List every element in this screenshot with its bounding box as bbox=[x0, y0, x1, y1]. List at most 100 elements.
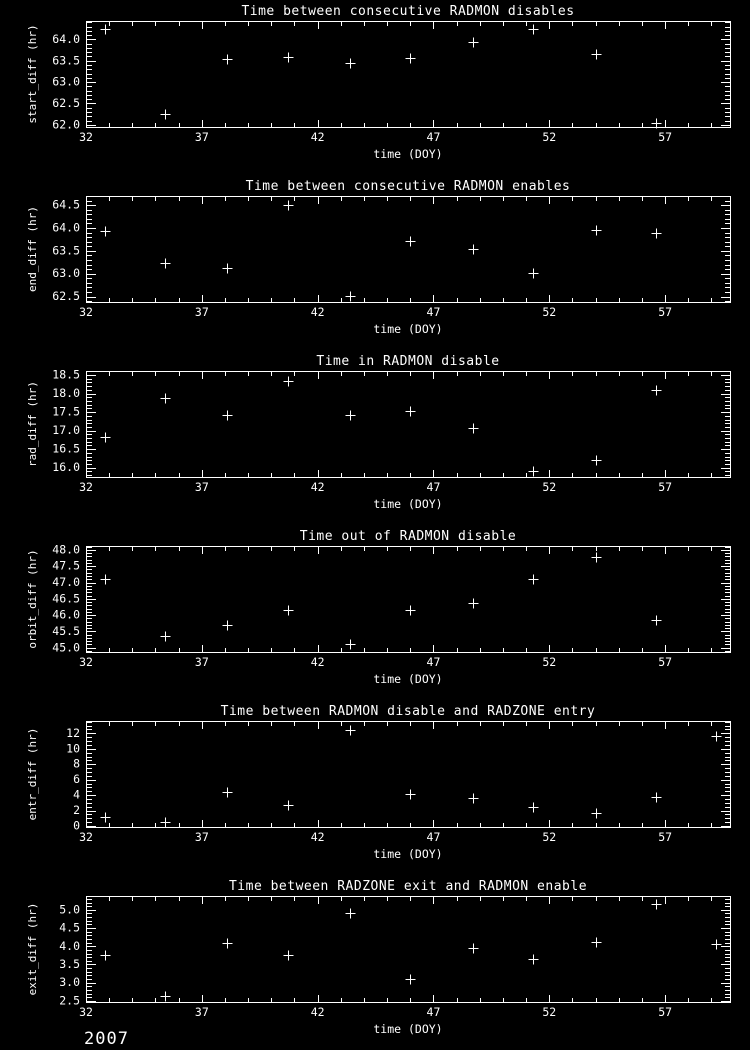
subplot-2: Time in RADMON disable 32 37 42 47 52 57 16.0 16… bbox=[26, 354, 731, 511]
x-tick-label: 37 bbox=[195, 305, 209, 319]
x-tick-label: 32 bbox=[79, 130, 93, 144]
axis-box bbox=[86, 21, 731, 128]
plot-title: Time in RADMON disable bbox=[316, 354, 499, 369]
x-tick-label: 52 bbox=[542, 830, 556, 844]
plot-title: Time between consecutive RADMON enables bbox=[246, 179, 571, 194]
y-tick-label: 5.0 bbox=[59, 902, 80, 916]
x-axis-label: time (DOY) bbox=[373, 847, 442, 861]
x-tick-label: 47 bbox=[427, 655, 441, 669]
plot-title: Time between consecutive RADMON disables bbox=[241, 4, 574, 19]
y-tick-label: 18.0 bbox=[52, 386, 80, 400]
y-tick-label: 2.5 bbox=[59, 993, 80, 1007]
y-tick-label: 3.5 bbox=[59, 957, 80, 971]
x-tick-label: 42 bbox=[311, 1005, 325, 1019]
y-axis-label: entr_diff (hr) bbox=[26, 728, 39, 821]
x-tick-label: 52 bbox=[542, 130, 556, 144]
data-points bbox=[100, 552, 662, 650]
y-tick-label: 45.0 bbox=[52, 640, 80, 654]
y-tick-label: 6 bbox=[73, 772, 80, 786]
subplot-0: Time between consecutive RADMON disables… bbox=[26, 4, 731, 161]
y-tick-label: 46.0 bbox=[52, 608, 80, 622]
x-tick-label: 32 bbox=[79, 480, 93, 494]
x-tick-label: 42 bbox=[311, 480, 325, 494]
x-tick-label: 32 bbox=[79, 305, 93, 319]
y-tick-label: 62.5 bbox=[52, 289, 80, 303]
y-tick-label: 62.5 bbox=[52, 96, 80, 110]
axis-box bbox=[86, 196, 731, 303]
x-axis-label: time (DOY) bbox=[373, 672, 442, 686]
y-tick-label: 64.0 bbox=[52, 32, 80, 46]
subplot-1: Time between consecutive RADMON enables 3… bbox=[26, 179, 731, 336]
x-tick-label: 37 bbox=[195, 830, 209, 844]
data-points bbox=[100, 899, 722, 1002]
y-tick-label: 0 bbox=[73, 818, 80, 832]
year-label: 2007 bbox=[84, 1029, 129, 1049]
x-tick-label: 57 bbox=[658, 655, 672, 669]
y-tick-label: 64.0 bbox=[52, 220, 80, 234]
y-tick-label: 2 bbox=[73, 803, 80, 817]
x-axis-label: time (DOY) bbox=[373, 147, 442, 161]
x-tick-label: 32 bbox=[79, 830, 93, 844]
x-tick-label: 42 bbox=[311, 830, 325, 844]
y-axis-label: rad_diff (hr) bbox=[26, 381, 39, 467]
y-tick-label: 18.5 bbox=[52, 368, 80, 382]
x-tick-label: 57 bbox=[658, 130, 672, 144]
data-points bbox=[100, 24, 662, 129]
y-tick-label: 4.5 bbox=[59, 921, 80, 935]
plot-title: Time out of RADMON disable bbox=[300, 529, 517, 544]
y-axis-label: end_diff (hr) bbox=[26, 206, 39, 292]
y-tick-label: 16.5 bbox=[52, 442, 80, 456]
x-tick-label: 57 bbox=[658, 305, 672, 319]
plot-title: Time between RADMON disable and RADZONE … bbox=[221, 704, 596, 719]
y-tick-label: 4 bbox=[73, 788, 80, 802]
data-points bbox=[100, 200, 662, 302]
y-tick-label: 3.0 bbox=[59, 975, 80, 989]
y-tick-label: 17.5 bbox=[52, 405, 80, 419]
y-axis-label: start_diff (hr) bbox=[26, 24, 39, 123]
x-tick-label: 47 bbox=[427, 480, 441, 494]
x-tick-label: 47 bbox=[427, 1005, 441, 1019]
subplot-5: Time between RADZONE exit and RADMON ena… bbox=[26, 879, 731, 1036]
y-tick-label: 63.5 bbox=[52, 53, 80, 67]
x-tick-label: 37 bbox=[195, 1005, 209, 1019]
x-tick-label: 32 bbox=[79, 655, 93, 669]
data-points bbox=[100, 376, 662, 477]
axis-box bbox=[86, 371, 731, 478]
x-tick-label: 57 bbox=[658, 830, 672, 844]
x-tick-label: 42 bbox=[311, 130, 325, 144]
x-tick-label: 52 bbox=[542, 305, 556, 319]
x-tick-label: 52 bbox=[542, 1005, 556, 1019]
y-tick-label: 63.0 bbox=[52, 75, 80, 89]
y-tick-label: 45.5 bbox=[52, 624, 80, 638]
plot-title: Time between RADZONE exit and RADMON ena… bbox=[229, 879, 587, 894]
x-tick-label: 47 bbox=[427, 130, 441, 144]
y-tick-label: 47.5 bbox=[52, 559, 80, 573]
x-tick-label: 57 bbox=[658, 480, 672, 494]
y-tick-label: 17.0 bbox=[52, 423, 80, 437]
y-tick-label: 48.0 bbox=[52, 542, 80, 556]
x-tick-label: 42 bbox=[311, 305, 325, 319]
subplot-4: Time between RADMON disable and RADZONE … bbox=[26, 704, 731, 861]
subplot-3: Time out of RADMON disable 32 37 42 47 52 57 45… bbox=[26, 529, 731, 686]
y-tick-label: 64.5 bbox=[52, 198, 80, 212]
x-tick-label: 37 bbox=[195, 130, 209, 144]
x-tick-label: 37 bbox=[195, 480, 209, 494]
y-tick-label: 47.0 bbox=[52, 575, 80, 589]
x-tick-label: 42 bbox=[311, 655, 325, 669]
y-tick-label: 62.0 bbox=[52, 117, 80, 131]
x-tick-label: 47 bbox=[427, 830, 441, 844]
axis-box bbox=[86, 721, 731, 828]
x-tick-label: 52 bbox=[542, 655, 556, 669]
y-tick-label: 63.0 bbox=[52, 266, 80, 280]
axis-box bbox=[86, 546, 731, 653]
y-tick-label: 63.5 bbox=[52, 243, 80, 257]
y-tick-label: 46.5 bbox=[52, 591, 80, 605]
x-axis-label: time (DOY) bbox=[373, 1022, 442, 1036]
x-axis-label: time (DOY) bbox=[373, 322, 442, 336]
y-tick-label: 8 bbox=[73, 757, 80, 771]
x-tick-label: 32 bbox=[79, 1005, 93, 1019]
y-tick-label: 4.0 bbox=[59, 939, 80, 953]
y-axis-label: exit_diff (hr) bbox=[26, 903, 39, 996]
data-points bbox=[100, 725, 722, 828]
